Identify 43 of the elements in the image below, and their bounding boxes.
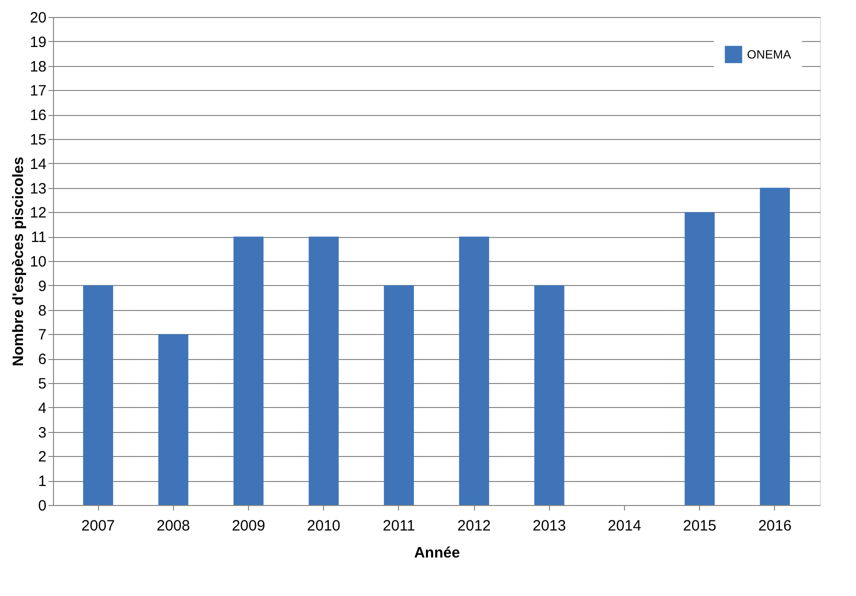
y-tick-label: 5 — [38, 376, 46, 392]
x-tick-label: 2010 — [307, 518, 340, 534]
x-tick-label: 2009 — [232, 518, 266, 534]
y-tick-label: 7 — [38, 326, 46, 344]
y-tick-label: 9 — [38, 278, 46, 295]
y-axis-title: Nombre d'espèces piscicoles — [10, 156, 27, 366]
y-tick-label: 8 — [38, 302, 46, 320]
y-tick-label: 19 — [30, 34, 46, 51]
bar — [384, 285, 414, 505]
x-tick-label: 2008 — [156, 518, 190, 534]
y-tick-label: 1 — [38, 473, 46, 490]
bar — [234, 236, 264, 505]
bar — [684, 212, 715, 505]
bar — [308, 236, 339, 505]
y-tick-label: 17 — [30, 82, 46, 100]
x-tick-label: 2014 — [608, 518, 642, 534]
y-tick-label: 4 — [38, 400, 46, 417]
y-tick-label: 14 — [30, 156, 46, 173]
x-tick-label: 2011 — [382, 518, 416, 534]
y-tick-label: 13 — [30, 180, 46, 198]
y-tick-label: 2 — [38, 448, 46, 466]
x-tick-label: 2015 — [683, 518, 716, 534]
x-tick-label: 2007 — [81, 518, 115, 534]
y-tick-label: 16 — [30, 107, 46, 124]
x-tick-label: 2016 — [758, 518, 792, 534]
bar — [83, 285, 114, 505]
y-tick-label: 6 — [38, 351, 46, 368]
bar — [760, 188, 790, 505]
y-tick-label: 11 — [30, 229, 46, 246]
y-tick-label: 3 — [38, 424, 46, 442]
y-tick-label: 15 — [30, 132, 46, 148]
bar — [534, 285, 564, 505]
y-tick-label: 12 — [30, 204, 46, 222]
y-tick-label: 0 — [38, 498, 46, 514]
y-tick-label: 20 — [30, 10, 46, 26]
y-tick-label: 18 — [30, 58, 46, 76]
x-axis-title: Année — [414, 544, 460, 562]
legend-label: ONEMA — [747, 48, 792, 62]
x-tick-label: 2013 — [532, 518, 566, 534]
y-tick-label: 10 — [30, 254, 46, 270]
bar — [158, 334, 188, 505]
x-tick-label: 2012 — [457, 518, 491, 534]
bar — [459, 236, 490, 505]
